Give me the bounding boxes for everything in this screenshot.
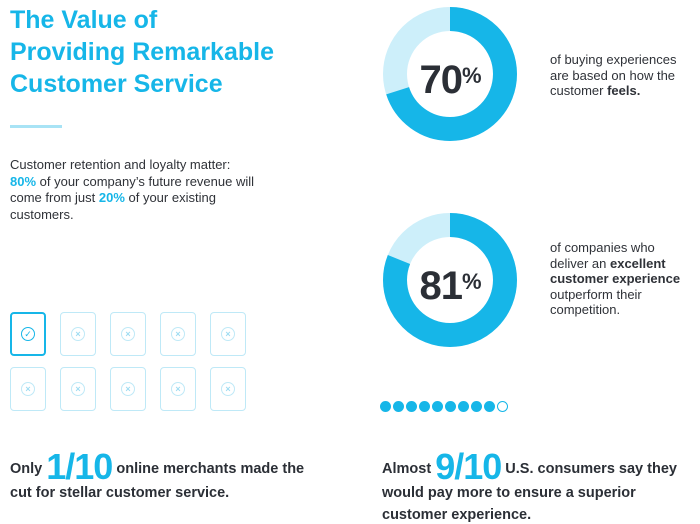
companies-ring-arc bbox=[383, 213, 517, 347]
companies-caption: of companies who deliver an excellent cu… bbox=[550, 240, 695, 318]
companies-value: 81% bbox=[380, 260, 520, 308]
progress-dots bbox=[380, 401, 508, 412]
experiences-ring-arc bbox=[383, 7, 517, 141]
filled-dot bbox=[393, 401, 404, 412]
retention-revenue-percent: 80% bbox=[10, 173, 37, 189]
cross-icon: × bbox=[121, 327, 135, 341]
companies-caption-text-1: of companies who deliver an bbox=[550, 240, 655, 271]
empty-dot bbox=[497, 401, 508, 412]
companies-ring: 81% bbox=[380, 210, 520, 350]
experiences-number: 70 bbox=[419, 58, 462, 102]
phone-cross-icon: × bbox=[160, 312, 196, 356]
cross-icon: × bbox=[121, 382, 135, 396]
retention-text-3: of your existing customers. bbox=[10, 190, 216, 222]
phone-cross-icon: × bbox=[60, 312, 96, 356]
title-line-2: Providing Remarkable bbox=[10, 38, 274, 66]
retention-customer-percent: 20% bbox=[98, 190, 125, 205]
phone-cross-icon: × bbox=[110, 312, 146, 356]
cross-icon: × bbox=[171, 327, 185, 341]
filled-dot bbox=[432, 401, 443, 412]
filled-dot bbox=[484, 401, 495, 412]
experiences-value: 70% bbox=[380, 54, 520, 102]
companies-percent-sign: % bbox=[461, 269, 482, 294]
filled-dot bbox=[445, 401, 456, 412]
cross-icon: × bbox=[71, 327, 85, 341]
filled-dot bbox=[471, 401, 482, 412]
companies-number: 81 bbox=[419, 264, 462, 308]
retention-text-1: Customer retention and loyalty matter: bbox=[10, 157, 231, 172]
retention-text-2: of your company’s future revenue will co… bbox=[10, 173, 255, 206]
retention-paragraph: Customer retention and loyalty matter: 80… bbox=[10, 157, 272, 223]
phone-cross-icon: × bbox=[10, 367, 46, 411]
experiences-percent-sign: % bbox=[461, 63, 482, 88]
phone-cross-icon: × bbox=[210, 367, 246, 411]
title-divider bbox=[10, 125, 62, 128]
cross-icon: × bbox=[71, 382, 85, 396]
consumers-prefix: Almost bbox=[382, 461, 432, 477]
merchants-stat: Only 1/10 online merchants made the cut … bbox=[10, 449, 310, 504]
filled-dot bbox=[406, 401, 417, 412]
phone-cross-icon: × bbox=[210, 312, 246, 356]
phone-cross-icon: × bbox=[110, 367, 146, 411]
phone-cross-icon: × bbox=[160, 367, 196, 411]
experiences-ring: 70% bbox=[380, 4, 520, 144]
filled-dot bbox=[419, 401, 430, 412]
cross-icon: × bbox=[21, 382, 35, 396]
consumers-suffix: U.S. consumers say they would pay more t… bbox=[382, 461, 677, 523]
phone-cross-icon: × bbox=[60, 367, 96, 411]
cross-icon: × bbox=[221, 327, 235, 341]
companies-donut bbox=[383, 213, 517, 347]
companies-caption-text-2: outperform their competition. bbox=[550, 286, 642, 318]
cross-icon: × bbox=[171, 382, 185, 396]
filled-dot bbox=[380, 401, 391, 412]
cross-icon: × bbox=[221, 382, 235, 396]
merchant-icon-grid: ✓ × × × × × × × × × bbox=[10, 312, 246, 411]
companies-caption-bold: excellent customer experience bbox=[550, 255, 681, 287]
experiences-caption: of buying experiences are based on how t… bbox=[550, 52, 695, 99]
consumers-fraction: 9/10 bbox=[435, 446, 502, 487]
phone-check-icon: ✓ bbox=[10, 312, 46, 356]
experiences-caption-bold: feels. bbox=[607, 83, 641, 98]
experiences-donut bbox=[383, 7, 517, 141]
title-line-1: The Value of bbox=[10, 6, 158, 34]
title-line-3: Customer Service bbox=[10, 70, 223, 98]
filled-dot bbox=[458, 401, 469, 412]
check-icon: ✓ bbox=[21, 327, 35, 341]
experiences-caption-text: of buying experiences are based on how t… bbox=[550, 52, 677, 98]
merchants-fraction: 1/10 bbox=[46, 446, 113, 487]
merchants-prefix: Only bbox=[10, 461, 43, 477]
merchants-suffix: online merchants made the cut for stella… bbox=[10, 461, 305, 501]
page-title: The Value of Providing Remarkable Custom… bbox=[10, 4, 340, 100]
consumers-stat: Almost 9/10 U.S. consumers say they woul… bbox=[382, 449, 697, 524]
